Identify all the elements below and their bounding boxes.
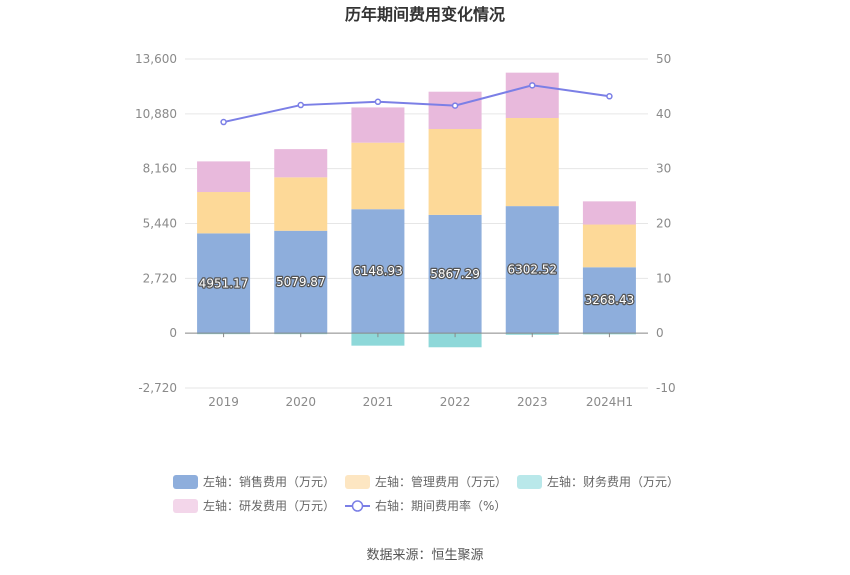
right-tick-label: 50 — [656, 52, 671, 66]
source-note: 数据来源：恒生聚源 — [366, 548, 483, 563]
legend: 左轴：销售费用（万元） 左轴：管理费用（万元） 左轴：财务费用（万元） 左轴：研发费用… — [173, 474, 679, 513]
legend-label: 左轴：财务费用（万元） — [547, 474, 679, 489]
legend-rnd: 左轴：研发费用（万元） — [173, 498, 335, 513]
bar-admin-2019 — [197, 192, 251, 234]
bar-admin-2023 — [505, 118, 559, 207]
legend-label: 左轴：销售费用（万元） — [203, 474, 335, 489]
left-tick-label: 8,160 — [143, 162, 177, 176]
bar-sales-2024H1 — [582, 267, 636, 334]
legend-label: 左轴：研发费用（万元） — [203, 498, 335, 513]
legend-marker-swatch — [351, 500, 364, 512]
x-tick-label: 2022 — [440, 395, 471, 409]
bar-sales-2019 — [197, 233, 251, 334]
rate-line-series — [220, 82, 613, 126]
right-tick-label: 20 — [656, 217, 671, 231]
bar-sales-2023 — [505, 206, 559, 334]
legend-label: 右轴：期间费用率（%） — [375, 498, 506, 513]
x-tick-label: 2024H1 — [586, 395, 633, 409]
rate-point — [297, 101, 304, 109]
sales-value-label: 5867.29 — [430, 267, 480, 281]
legend-admin: 左轴：管理费用（万元） — [345, 474, 507, 489]
right-tick-label: 10 — [656, 271, 671, 285]
right-axis: -10 0 10 20 30 40 50 — [656, 52, 676, 395]
rate-point — [220, 118, 227, 126]
rate-line — [223, 84, 610, 124]
left-tick-label: 2,720 — [143, 271, 177, 285]
rate-point — [606, 93, 613, 100]
bar-sales-2020 — [274, 230, 328, 334]
right-tick-label: 0 — [656, 326, 664, 340]
sales-value-label: 6302.52 — [507, 263, 557, 277]
x-tick-label: 2021 — [363, 395, 394, 409]
left-tick-label: 10,880 — [135, 107, 177, 121]
sales-value-label: 6148.93 — [353, 264, 403, 278]
rate-point — [451, 102, 459, 109]
bars — [197, 72, 636, 348]
legend-rate: 右轴：期间费用率（%） — [345, 498, 506, 513]
sales-value-label: 5079.87 — [276, 275, 326, 289]
legend-sales: 左轴：销售费用（万元） — [173, 474, 335, 489]
right-tick-label: 30 — [656, 162, 671, 176]
left-tick-label: -2,720 — [138, 381, 177, 395]
legend-swatch — [345, 475, 370, 489]
sales-value-label: 4951.17 — [199, 276, 249, 290]
left-axis: -2,720 0 2,720 5,440 8,160 10,880 13,600 — [135, 52, 177, 395]
legend-finance: 左轴：财务费用（万元） — [517, 474, 679, 489]
right-tick-label: 40 — [656, 107, 671, 121]
left-tick-label: 5,440 — [143, 217, 177, 231]
bar-admin-2020 — [274, 177, 328, 231]
bar-sales-2022 — [428, 214, 482, 334]
right-tick-label: -10 — [656, 381, 676, 395]
bar-finance-2022 — [428, 333, 482, 348]
x-tick-label: 2023 — [517, 395, 548, 409]
x-axis: 2019 2020 2021 2022 2023 2024H1 — [185, 332, 648, 409]
x-tick-label: 2019 — [208, 395, 239, 409]
bar-admin-2024H1 — [582, 224, 636, 268]
bar-rnd-2019 — [197, 161, 251, 193]
bar-admin-2021 — [351, 142, 405, 210]
rate-point — [374, 98, 382, 106]
bar-rnd-2021 — [351, 107, 405, 143]
bar-rnd-2022 — [428, 91, 482, 130]
legend-swatch — [173, 475, 198, 489]
bar-rnd-2024H1 — [582, 201, 636, 225]
bar-admin-2022 — [428, 129, 482, 215]
legend-label: 左轴：管理费用（万元） — [375, 474, 507, 489]
gridlines — [185, 58, 648, 389]
x-tick-label: 2020 — [285, 395, 316, 409]
left-tick-label: 0 — [169, 326, 177, 340]
bar-finance-2021 — [351, 333, 405, 346]
chart-title: 历年期间费用变化情况 — [345, 5, 505, 24]
left-tick-label: 13,600 — [135, 52, 177, 66]
sales-value-label: 3268.43 — [585, 293, 635, 307]
bar-sales-2021 — [351, 209, 405, 334]
bar-rnd-2020 — [274, 149, 328, 178]
bar-labels: 4951.17 5079.87 6148.93 5867.29 6302.52 3268.… — [198, 261, 636, 308]
rate-point — [529, 82, 536, 89]
legend-swatch — [517, 475, 542, 489]
legend-swatch — [173, 499, 198, 513]
bar-rnd-2023 — [505, 72, 559, 119]
